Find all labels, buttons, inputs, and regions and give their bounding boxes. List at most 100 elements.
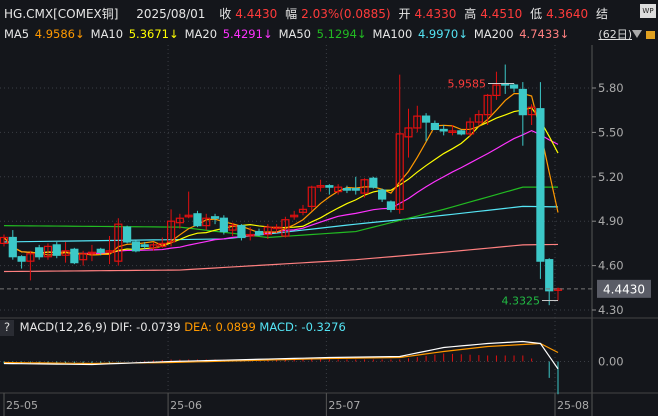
- candle-body: [430, 122, 439, 131]
- quote-date: 2025/08/01: [136, 7, 206, 21]
- close-label: 收: [219, 7, 232, 21]
- candle-body: [96, 248, 105, 253]
- candle-body: [334, 186, 343, 193]
- candle-body: [123, 226, 132, 243]
- price-tick-label: 4.30: [598, 303, 624, 317]
- candle-body: [545, 259, 554, 292]
- candle-body: [281, 219, 290, 237]
- candle-body: [202, 217, 211, 227]
- candle-body: [246, 233, 255, 237]
- candle-body: [518, 88, 527, 116]
- candle-body: [263, 226, 272, 236]
- candle-body: [439, 128, 448, 132]
- ma-legend: MA5 4.9586↓ MA10 5.3671↓ MA20 5.4291↓ MA50 …: [4, 27, 575, 41]
- candle-body: [219, 217, 228, 233]
- candle-body: [316, 185, 325, 188]
- ma100-line: [3, 205, 559, 243]
- dea-line: [3, 342, 559, 365]
- macd-legend: ? MACD(12,26,9) DIF: -0.0739 DEA: 0.0899…: [0, 320, 346, 336]
- macd-title: MACD(12,26,9): [19, 320, 107, 334]
- lock-icon[interactable]: [646, 31, 655, 39]
- candle-body: [149, 244, 158, 249]
- high-value: 4.4510: [480, 7, 523, 21]
- candle-body: [105, 250, 114, 253]
- open-value: 4.4330: [414, 7, 457, 21]
- candle-body: [465, 121, 475, 135]
- candle-body: [378, 189, 387, 200]
- quote-header: HG.CMX[COMEX铜] 2025/08/01 收 4.4430 幅 2.03%…: [4, 5, 612, 22]
- ma-label: MA20: [184, 27, 218, 41]
- ma-value: 4.9586↓: [31, 27, 85, 41]
- candle-body: [553, 288, 563, 291]
- settle-label: 结: [595, 7, 608, 21]
- candle-body: [52, 244, 61, 256]
- candle-body: [43, 245, 53, 258]
- macd-value: MACD: -0.3276: [259, 320, 346, 334]
- close-value: 4.4430: [235, 7, 278, 21]
- period-selector[interactable]: (62日): [598, 28, 632, 41]
- ma-label: MA100: [372, 27, 413, 41]
- price-tick-label: 5.80: [598, 81, 624, 95]
- candle-body: [413, 115, 422, 129]
- candle-body: [175, 217, 184, 224]
- ma50-line: [3, 186, 558, 239]
- ma20-line: [3, 129, 559, 255]
- ma200-line: [3, 243, 559, 273]
- candle-body: [474, 114, 483, 123]
- candle-body: [298, 208, 308, 213]
- ma-value: 5.4291↓: [219, 27, 273, 41]
- candle-body: [166, 220, 176, 243]
- open-label: 开: [398, 7, 411, 21]
- ma-label: MA5: [4, 27, 30, 41]
- candle-body: [35, 247, 44, 258]
- candle-body: [254, 230, 264, 236]
- candle-body: [272, 226, 281, 230]
- high-label: 高: [464, 7, 477, 21]
- price-tick-label: 4.60: [598, 259, 624, 273]
- candle-body: [307, 186, 316, 208]
- candle-body: [131, 241, 141, 252]
- ma-value: 5.1294↓: [313, 27, 367, 41]
- dif-line: [3, 340, 559, 370]
- candle-body: [351, 188, 360, 191]
- candle-body: [360, 179, 369, 194]
- ma-value: 4.7433↓: [515, 27, 570, 41]
- candle-body: [140, 244, 149, 247]
- min-price-label: 4.3325: [502, 295, 541, 308]
- candle-body: [395, 133, 404, 210]
- candle-body: [26, 253, 35, 262]
- ma-label: MA10: [90, 27, 124, 41]
- ma-label: MA200: [473, 27, 514, 41]
- candle-body: [421, 115, 431, 123]
- ma-value: 4.9970↓: [414, 27, 468, 41]
- price-tick-label: 5.50: [598, 125, 624, 139]
- candle-body: [369, 177, 378, 188]
- candle-body: [404, 127, 413, 138]
- candle-body: [184, 214, 193, 218]
- candle-body: [325, 185, 334, 188]
- candle-body: [8, 236, 17, 258]
- candle-body: [70, 248, 79, 264]
- dropdown-triangle-icon[interactable]: [632, 30, 642, 38]
- candle-body: [193, 213, 202, 227]
- date-tick-label: 25-08: [557, 399, 589, 412]
- dif-value: DIF: -0.0739: [110, 320, 181, 334]
- symbol-name: HG.CMX[COMEX铜]: [4, 7, 119, 21]
- candle-body: [0, 236, 9, 244]
- candle-body: [457, 130, 466, 135]
- candle-body: [448, 130, 457, 133]
- help-button[interactable]: ?: [0, 320, 14, 336]
- price-tick-label: 5.20: [598, 170, 624, 184]
- max-price-label: 5.9585: [448, 78, 487, 91]
- candle-body: [483, 94, 492, 116]
- wp-icon[interactable]: WP: [640, 4, 656, 18]
- ma-label: MA50: [278, 27, 312, 41]
- candle-body: [17, 256, 26, 262]
- current-price-label: 4.4430: [603, 282, 645, 296]
- candle-body: [79, 253, 88, 261]
- candle-body: [536, 108, 545, 262]
- candle-body: [210, 216, 220, 219]
- candle-body: [228, 225, 237, 231]
- macd-zero-tick: 0.00: [598, 355, 624, 369]
